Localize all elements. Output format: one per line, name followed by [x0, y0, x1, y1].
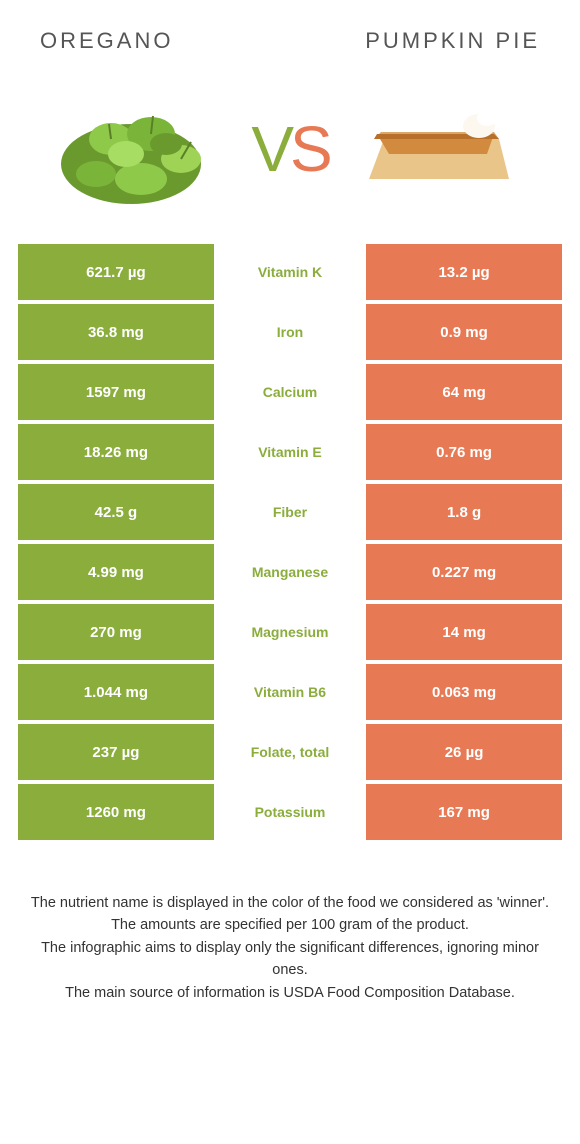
- oregano-image: [51, 84, 231, 214]
- table-row: 18.26 mgVitamin E0.76 mg: [18, 424, 562, 480]
- cell-right-value: 167 mg: [366, 784, 562, 840]
- footer-line: The infographic aims to display only the…: [26, 937, 554, 982]
- cell-left-value: 1.044 mg: [18, 664, 214, 720]
- footer-notes: The nutrient name is displayed in the co…: [0, 844, 580, 1004]
- cell-nutrient-label: Vitamin E: [214, 424, 366, 480]
- table-row: 4.99 mgManganese0.227 mg: [18, 544, 562, 600]
- cell-left-value: 237 µg: [18, 724, 214, 780]
- cell-right-value: 14 mg: [366, 604, 562, 660]
- cell-right-value: 26 µg: [366, 724, 562, 780]
- table-row: 36.8 mgIron0.9 mg: [18, 304, 562, 360]
- cell-right-value: 0.227 mg: [366, 544, 562, 600]
- vs-label: VS: [251, 112, 328, 186]
- cell-left-value: 4.99 mg: [18, 544, 214, 600]
- footer-line: The main source of information is USDA F…: [26, 982, 554, 1004]
- cell-nutrient-label: Fiber: [214, 484, 366, 540]
- vs-s: S: [290, 113, 329, 185]
- cell-right-value: 64 mg: [366, 364, 562, 420]
- cell-nutrient-label: Potassium: [214, 784, 366, 840]
- table-row: 621.7 µgVitamin K13.2 µg: [18, 244, 562, 300]
- footer-line: The nutrient name is displayed in the co…: [26, 892, 554, 914]
- cell-right-value: 0.76 mg: [366, 424, 562, 480]
- cell-left-value: 621.7 µg: [18, 244, 214, 300]
- vs-v: V: [251, 113, 290, 185]
- cell-right-value: 0.063 mg: [366, 664, 562, 720]
- nutrient-table: 621.7 µgVitamin K13.2 µg36.8 mgIron0.9 m…: [18, 244, 562, 840]
- cell-right-value: 13.2 µg: [366, 244, 562, 300]
- cell-left-value: 1260 mg: [18, 784, 214, 840]
- cell-left-value: 18.26 mg: [18, 424, 214, 480]
- table-row: 42.5 gFiber1.8 g: [18, 484, 562, 540]
- footer-line: The amounts are specified per 100 gram o…: [26, 914, 554, 936]
- cell-nutrient-label: Magnesium: [214, 604, 366, 660]
- cell-nutrient-label: Manganese: [214, 544, 366, 600]
- cell-nutrient-label: Iron: [214, 304, 366, 360]
- cell-left-value: 42.5 g: [18, 484, 214, 540]
- cell-nutrient-label: Calcium: [214, 364, 366, 420]
- table-row: 1260 mgPotassium167 mg: [18, 784, 562, 840]
- cell-nutrient-label: Folate, total: [214, 724, 366, 780]
- cell-left-value: 1597 mg: [18, 364, 214, 420]
- table-row: 237 µgFolate, total26 µg: [18, 724, 562, 780]
- cell-right-value: 1.8 g: [366, 484, 562, 540]
- cell-right-value: 0.9 mg: [366, 304, 562, 360]
- title-left: Oregano: [40, 28, 173, 54]
- cell-nutrient-label: Vitamin K: [214, 244, 366, 300]
- table-row: 270 mgMagnesium14 mg: [18, 604, 562, 660]
- cell-nutrient-label: Vitamin B6: [214, 664, 366, 720]
- cell-left-value: 36.8 mg: [18, 304, 214, 360]
- header: Oregano Pumpkin Pie: [0, 0, 580, 74]
- table-row: 1597 mgCalcium64 mg: [18, 364, 562, 420]
- title-right: Pumpkin Pie: [365, 28, 540, 54]
- hero: VS: [0, 74, 580, 234]
- pumpkin-pie-image: [349, 84, 529, 214]
- table-row: 1.044 mgVitamin B60.063 mg: [18, 664, 562, 720]
- cell-left-value: 270 mg: [18, 604, 214, 660]
